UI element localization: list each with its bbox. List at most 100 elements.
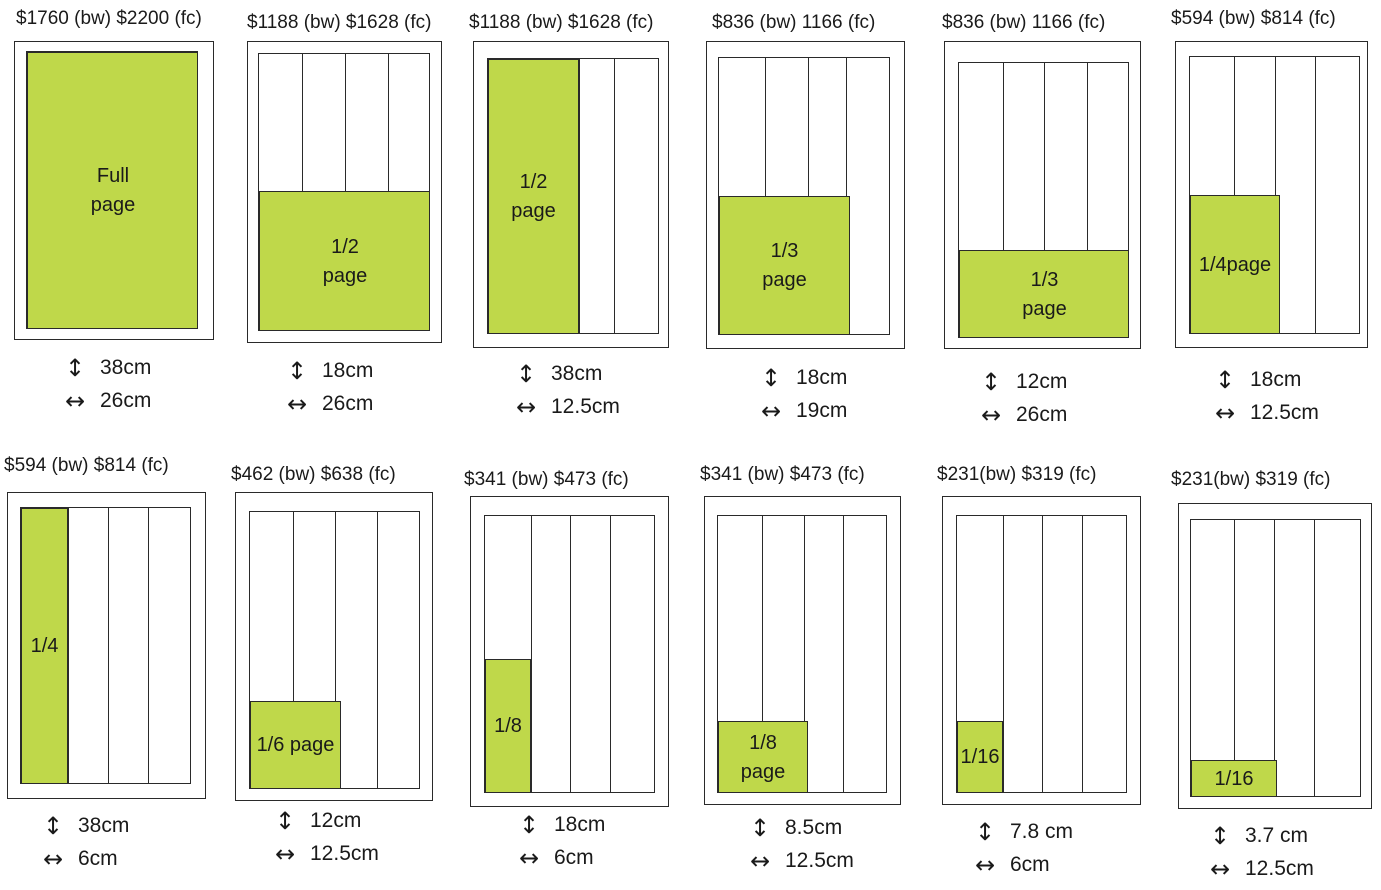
column-divider xyxy=(1314,520,1315,796)
column-divider xyxy=(579,59,580,333)
width-value: 12.5cm xyxy=(310,842,379,865)
height-row: ↕ 7.8 cm xyxy=(970,816,1073,848)
column-divider xyxy=(377,512,378,788)
column-divider xyxy=(804,516,805,792)
width-row: ↔ 12.5cm xyxy=(270,838,379,870)
page-layout: 1/3 page xyxy=(958,62,1129,338)
width-row: ↔ 12.5cm xyxy=(745,845,854,877)
price-label: $341 (bw) $473 (fc) xyxy=(464,469,629,490)
height-row: ↕ 38cm xyxy=(511,358,602,390)
ad-area: 1/3 page xyxy=(719,196,850,334)
height-value: 18cm xyxy=(554,813,606,836)
ad-size-label: 1/16 xyxy=(960,746,1000,768)
height-value: 7.8 cm xyxy=(1010,820,1074,843)
ad-area: Full page xyxy=(27,52,197,328)
width-value: 6cm xyxy=(554,846,594,869)
page-layout: 1/6 page xyxy=(249,511,420,789)
column-divider xyxy=(843,516,844,792)
column-divider xyxy=(335,512,336,788)
ad-size-label: 1/2 page xyxy=(322,235,368,287)
ad-size-label: 1/8 page xyxy=(740,731,786,783)
ad-area: 1/2 page xyxy=(488,59,579,333)
ad-area: 1/6 page xyxy=(250,701,341,788)
dimensions: ↕ 12cm ↔ 26cm xyxy=(976,366,1146,436)
dimensions: ↕ 3.7 cm ↔ 12.5cm xyxy=(1205,820,1375,890)
ad-area: 1/16 xyxy=(957,721,1003,792)
height-value: 3.7 cm xyxy=(1245,824,1309,847)
height-value: 38cm xyxy=(551,362,603,385)
height-row: ↕ 12cm xyxy=(976,366,1067,398)
ad-size-label: 1/3 page xyxy=(1022,268,1067,320)
height-value: 18cm xyxy=(1250,368,1302,391)
ad-area: 1/8 xyxy=(485,659,531,792)
column-divider xyxy=(68,508,69,783)
page-layout: 1/16 xyxy=(1190,519,1361,797)
dimensions: ↕ 18cm ↔ 26cm xyxy=(282,355,452,425)
price-label: $836 (bw) 1166 (fc) xyxy=(712,12,876,33)
ad-size-label: 1/2 page xyxy=(511,171,556,222)
horizontal-arrow-icon: ↔ xyxy=(518,844,540,872)
width-value: 6cm xyxy=(78,847,118,870)
vertical-arrow-icon: ↕ xyxy=(980,368,1002,396)
horizontal-arrow-icon: ↔ xyxy=(760,397,782,425)
vertical-arrow-icon: ↕ xyxy=(274,807,296,835)
width-row: ↔ 6cm xyxy=(38,843,118,875)
width-row: ↔ 12.5cm xyxy=(511,391,620,423)
dimensions: ↕ 18cm ↔ 19cm xyxy=(756,362,926,432)
price-label: $1188 (bw) $1628 (fc) xyxy=(247,12,432,33)
width-value: 12.5cm xyxy=(1250,401,1319,424)
horizontal-arrow-icon: ↔ xyxy=(42,845,64,873)
height-value: 8.5cm xyxy=(785,816,843,839)
horizontal-arrow-icon: ↔ xyxy=(749,847,771,875)
column-divider xyxy=(108,508,109,783)
column-divider xyxy=(1003,516,1004,792)
width-value: 12.5cm xyxy=(551,395,620,418)
page-layout: 1/3 page xyxy=(718,57,890,335)
vertical-arrow-icon: ↕ xyxy=(64,354,86,382)
column-divider xyxy=(1003,63,1004,337)
price-label: $231(bw) $319 (fc) xyxy=(937,464,1097,485)
width-row: ↔ 19cm xyxy=(756,395,847,427)
page-layout: 1/2 page xyxy=(487,58,659,334)
dimensions: ↕ 38cm ↔ 26cm xyxy=(60,352,230,422)
price-label: $1188 (bw) $1628 (fc) xyxy=(469,12,654,33)
column-divider xyxy=(610,516,611,792)
vertical-arrow-icon: ↕ xyxy=(1214,366,1236,394)
ad-size-label: 1/8 xyxy=(494,715,522,737)
price-label: $594 (bw) $814 (fc) xyxy=(4,455,169,476)
height-row: ↕ 18cm xyxy=(1210,364,1301,396)
width-row: ↔ 6cm xyxy=(514,842,594,874)
ad-area: 1/4page xyxy=(1190,195,1280,333)
page-layout: Full page xyxy=(26,51,198,329)
ad-area: 1/4 xyxy=(21,508,68,783)
horizontal-arrow-icon: ↔ xyxy=(974,851,996,879)
column-divider xyxy=(293,512,294,788)
height-row: ↕ 18cm xyxy=(756,362,847,394)
vertical-arrow-icon: ↕ xyxy=(974,818,996,846)
vertical-arrow-icon: ↕ xyxy=(760,364,782,392)
height-value: 12cm xyxy=(310,809,362,832)
page-layout: 1/4 xyxy=(20,507,191,784)
page-layout: 1/8 page xyxy=(717,515,887,793)
width-row: ↔ 12.5cm xyxy=(1210,397,1319,429)
vertical-arrow-icon: ↕ xyxy=(749,814,771,842)
height-value: 18cm xyxy=(322,359,374,382)
column-divider xyxy=(148,508,149,783)
ad-area: 1/8 page xyxy=(718,721,808,792)
column-divider xyxy=(1315,57,1316,333)
ad-size-label: 1/16 xyxy=(1214,767,1254,790)
width-value: 26cm xyxy=(322,392,374,415)
ad-size-label: 1/3 page xyxy=(762,240,807,291)
horizontal-arrow-icon: ↔ xyxy=(286,390,308,418)
ad-size-label: 1/4page xyxy=(1198,253,1272,276)
horizontal-arrow-icon: ↔ xyxy=(1209,855,1231,883)
price-label: $1760 (bw) $2200 (fc) xyxy=(16,8,202,29)
width-value: 26cm xyxy=(100,389,152,412)
height-row: ↕ 38cm xyxy=(60,352,151,384)
price-label: $594 (bw) $814 (fc) xyxy=(1171,8,1336,29)
column-divider xyxy=(762,516,763,792)
column-divider xyxy=(1044,63,1045,337)
price-label: $231(bw) $319 (fc) xyxy=(1171,469,1331,490)
dimensions: ↕ 18cm ↔ 6cm xyxy=(514,809,684,879)
horizontal-arrow-icon: ↔ xyxy=(64,387,86,415)
